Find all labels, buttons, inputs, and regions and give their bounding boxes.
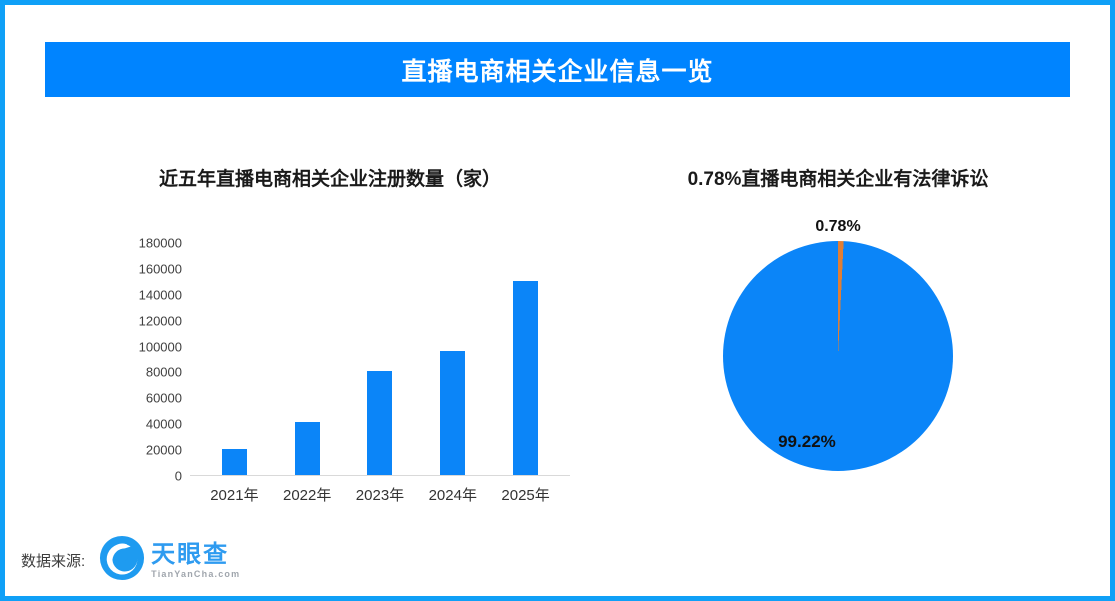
tianyancha-logo: 天眼查 TianYanCha.com <box>99 535 240 586</box>
bar-slot <box>271 243 344 475</box>
pie-slice-label-small: 0.78% <box>815 218 861 235</box>
bar-chart-y-axis: 180000 160000 140000 120000 100000 80000 60000… <box>90 236 190 484</box>
pie-chart-title: 0.78%直播电商相关企业有法律诉讼 <box>687 169 989 190</box>
logo-name: 天眼查 <box>151 540 230 568</box>
y-axis-tick-label: 60000 <box>145 390 182 406</box>
bar-slot <box>489 243 562 475</box>
bar-slot <box>416 243 489 475</box>
bar-slot <box>344 243 417 475</box>
bar-chart-plot <box>190 243 570 476</box>
y-axis-tick-label: 180000 <box>138 235 182 251</box>
x-axis-category-label: 2025年 <box>501 487 550 504</box>
charts-row: 近五年直播电商相关企业注册数量（家） 180000 160000 140000 120… <box>5 168 1110 505</box>
footer: 数据来源: 天眼查 TianYanCha.com <box>21 535 240 586</box>
y-axis-tick-label: 40000 <box>145 416 182 432</box>
y-axis-tick-label: 140000 <box>138 287 182 303</box>
y-axis-tick-label: 0 <box>174 468 182 484</box>
y-axis-tick-label: 120000 <box>138 313 182 329</box>
bar-2022年 <box>294 421 320 475</box>
y-axis-tick-label: 80000 <box>145 364 182 380</box>
bar-2024年 <box>440 350 466 475</box>
x-axis-category-label: 2023年 <box>355 487 405 504</box>
pie-chart <box>723 241 953 471</box>
x-axis-category-label: 2024年 <box>428 487 477 504</box>
page-title: 直播电商相关企业信息一览 <box>401 57 714 86</box>
data-source-label: 数据来源: <box>21 553 86 570</box>
bar-2021年 <box>221 449 247 475</box>
bar-chart-section: 近五年直播电商相关企业注册数量（家） 180000 160000 140000 120… <box>90 168 570 505</box>
tianyancha-eye-icon <box>99 535 145 586</box>
bar-chart-x-labels: 2021年 2022年 2023年 2024年 2025年 <box>190 484 570 505</box>
y-axis-tick-label: 160000 <box>138 261 182 277</box>
logo-domain: TianYanCha.com <box>151 568 241 579</box>
header-banner: 直播电商相关企业信息一览 <box>45 42 1070 97</box>
pie-chart-wrap: 0.78% 99.22% <box>638 218 1038 471</box>
y-axis-tick-label: 100000 <box>138 339 182 355</box>
x-axis-category-label: 2021年 <box>210 487 259 504</box>
bar-2023年 <box>367 371 393 475</box>
pie-chart-section: 0.78%直播电商相关企业有法律诉讼 0.78% 99.22% <box>638 168 1038 471</box>
logo-text: 天眼查 TianYanCha.com <box>151 540 241 579</box>
x-axis-category-label: 2022年 <box>283 487 332 504</box>
bar-2025年 <box>513 280 539 475</box>
y-axis-tick-label: 20000 <box>145 442 182 458</box>
bar-chart-title: 近五年直播电商相关企业注册数量（家） <box>158 169 501 190</box>
bar-chart: 180000 160000 140000 120000 100000 80000 60000… <box>90 236 570 484</box>
bar-slot <box>198 243 271 475</box>
